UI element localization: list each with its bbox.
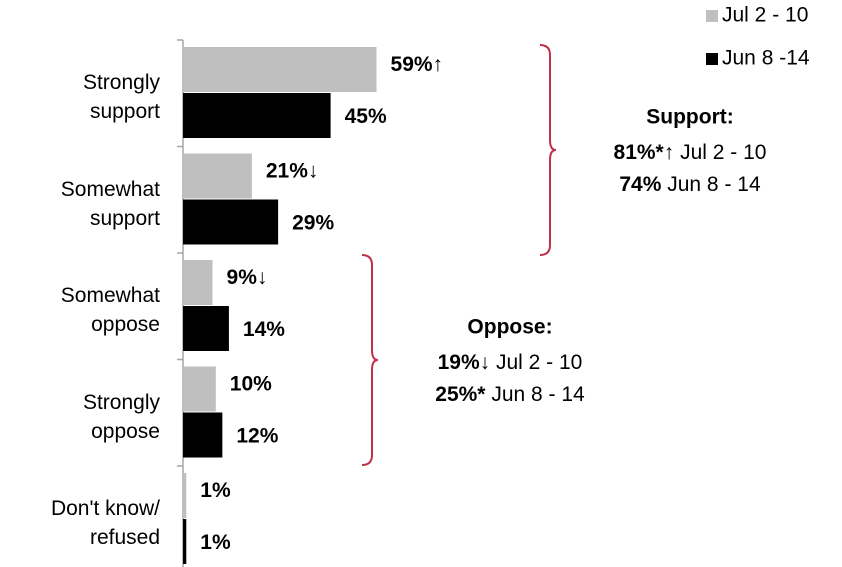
annotation-label: Jul 2 - 10 <box>496 351 582 374</box>
value-label: 59%↑ <box>391 53 444 76</box>
annotation-label: Jun 8 - 14 <box>491 383 585 406</box>
bar <box>183 366 216 412</box>
value-label: 29% <box>292 212 334 235</box>
value-label: 14% <box>243 318 285 341</box>
annotation-title: Oppose: <box>467 316 552 339</box>
legend-label: Jun 8 -14 <box>722 47 810 70</box>
category-label: Somewhat oppose <box>60 284 160 337</box>
annotation-label: Jun 8 - 14 <box>667 173 761 196</box>
bar <box>183 519 187 564</box>
support-bracket <box>539 44 557 256</box>
category-label: Strongly oppose <box>82 390 160 443</box>
oppose-bracket <box>361 254 379 466</box>
annotation-line: 81%*↑ Jul 2 - 10 <box>614 141 767 164</box>
value-label: 1% <box>200 531 231 554</box>
annotation-value: 19%↓ <box>438 351 491 374</box>
annotation-value: 81%*↑ <box>614 141 675 164</box>
annotation-line: 19%↓ Jul 2 - 10 <box>438 351 583 374</box>
value-label: 1% <box>200 479 231 502</box>
category-label: Somewhat support <box>60 177 160 230</box>
bar <box>183 412 223 458</box>
annotation-line: 25%* Jun 8 - 14 <box>435 383 585 406</box>
value-label: 9%↓ <box>227 266 268 289</box>
category-label: Strongly support <box>82 71 160 124</box>
annotation-line: 74% Jun 8 - 14 <box>619 173 761 196</box>
value-label: 12% <box>236 425 278 448</box>
annotation-title: Support: <box>646 106 733 129</box>
bar <box>183 153 252 199</box>
annotation-label: Jul 2 - 10 <box>680 141 766 164</box>
value-label: 21%↓ <box>266 160 319 183</box>
bar <box>183 260 213 305</box>
bar <box>183 47 377 92</box>
bar <box>183 199 279 245</box>
legend-swatch <box>706 10 718 22</box>
category-label: Don't know/ refused <box>50 497 160 550</box>
value-label: 45% <box>345 105 387 128</box>
bar <box>183 473 187 518</box>
value-label: 10% <box>230 373 272 396</box>
annotation-value: 74% <box>619 173 661 196</box>
annotation-value: 25%* <box>435 383 486 406</box>
legend-swatch <box>706 53 718 65</box>
legend-label: Jul 2 - 10 <box>722 4 808 27</box>
bar <box>183 93 331 138</box>
bar <box>183 306 229 351</box>
